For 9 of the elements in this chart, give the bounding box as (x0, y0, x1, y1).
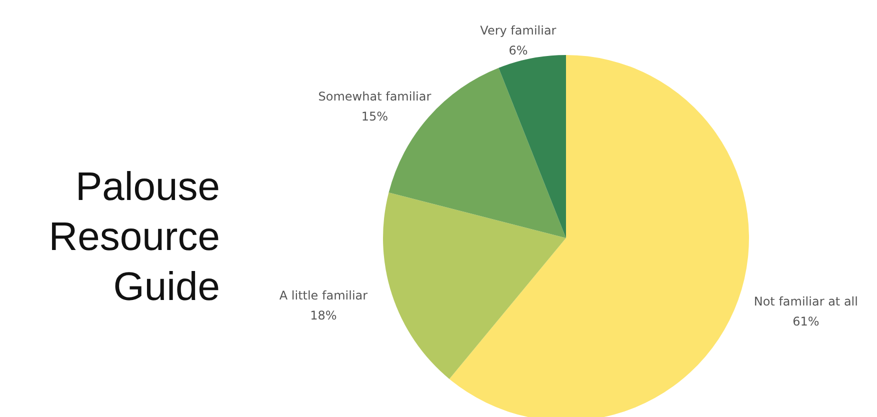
data-label: 6% (508, 44, 528, 58)
slice-label: Very familiar (480, 24, 556, 38)
data-label: 15% (361, 109, 388, 124)
slice-label: Somewhat familiar (318, 89, 432, 104)
slice-label: A little familiar (279, 288, 368, 302)
slice-label: Not familiar at all (754, 294, 858, 308)
text: Palouse Resource Guide (48, 165, 220, 309)
data-label: 61% (792, 314, 820, 328)
data-label: 18% (310, 308, 337, 322)
